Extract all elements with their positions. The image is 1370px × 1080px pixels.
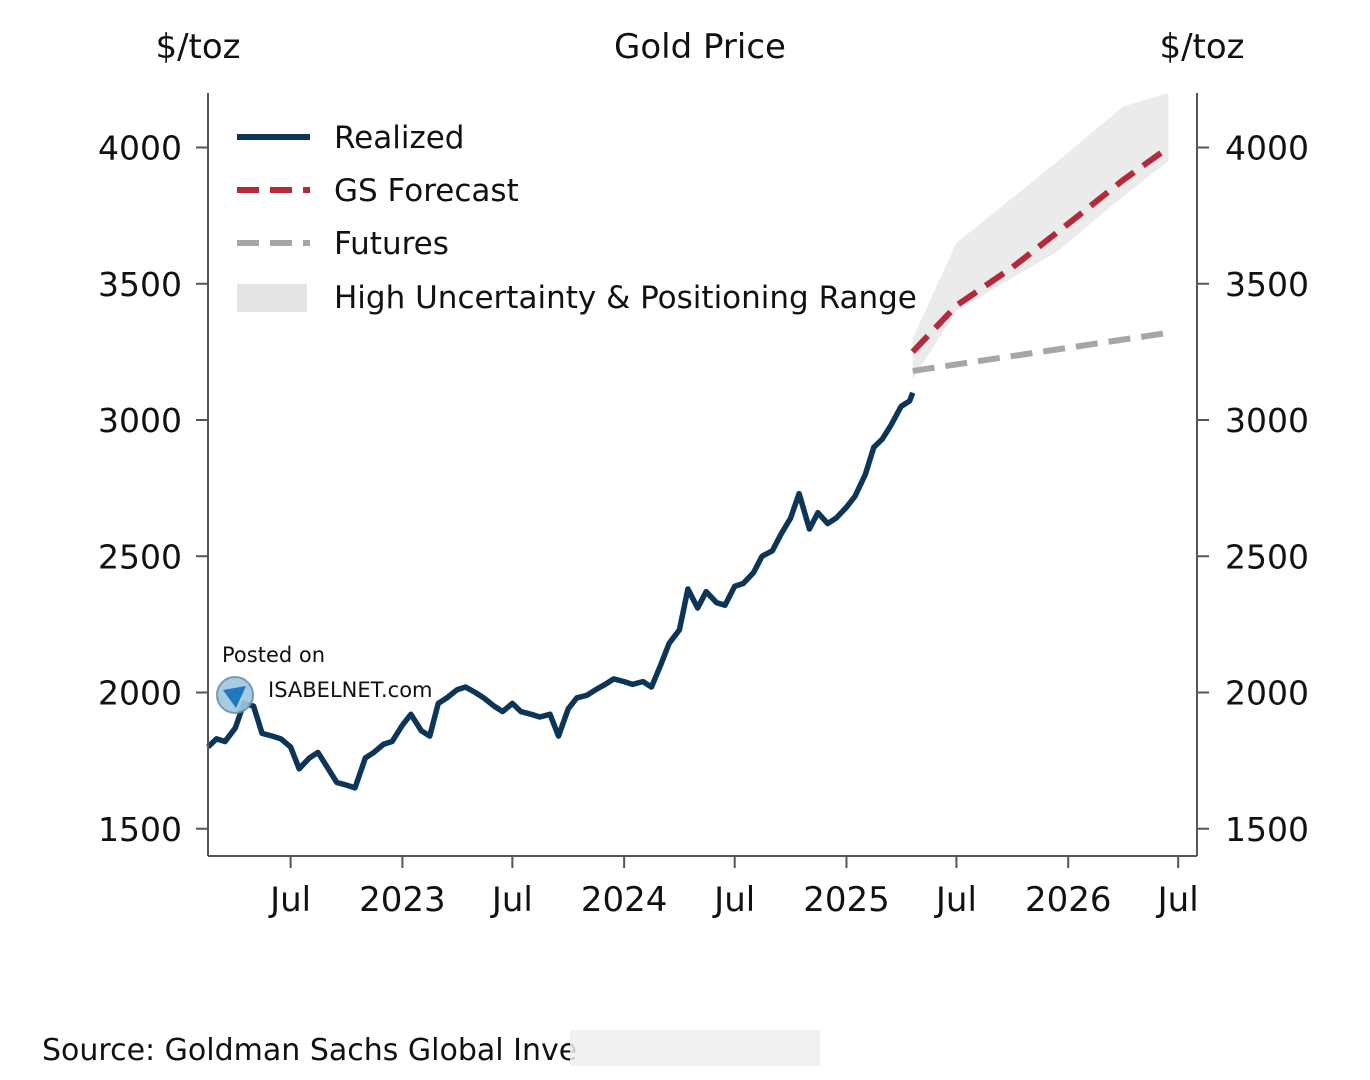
legend-label-realized: Realized [334, 120, 464, 156]
x-tick-label: 2026 [1025, 880, 1112, 920]
x-tick-label: Jul [712, 880, 755, 920]
y-tick-label-left: 3500 [98, 265, 182, 304]
y-tick-label-right: 2500 [1225, 537, 1309, 576]
watermark-posted-on: Posted on [222, 643, 325, 667]
x-tick-label: 2024 [581, 880, 668, 920]
globe-logo-arrow-icon [223, 686, 246, 708]
y-tick-label-left: 3000 [98, 401, 182, 440]
uncertainty-band-layer [912, 93, 1169, 380]
axis-ticks-layer: 1500 1500 2000 2000 2500 2500 3000 3000 3500 3500… [98, 129, 1309, 921]
x-tick-label: Jul [934, 880, 977, 920]
x-tick-label: Jul [490, 880, 533, 920]
y-tick-label-right: 4000 [1225, 129, 1309, 168]
series-lines-layer [206, 145, 1171, 791]
realized-line [206, 391, 916, 791]
isabelnet-watermark: Posted on ISABELNET.com [216, 643, 433, 714]
y-tick-label-right: 3500 [1225, 265, 1309, 304]
legend-label-futures: Futures [334, 226, 449, 262]
y-tick-label-right: 1500 [1225, 810, 1309, 849]
futures-line [912, 329, 1169, 374]
y-tick-label-right: 3000 [1225, 401, 1309, 440]
x-tick-label: 2023 [359, 880, 446, 920]
y-tick-label-left: 2000 [98, 674, 182, 713]
x-tick-label: Jul [1156, 880, 1199, 920]
y-tick-label-right: 2000 [1225, 674, 1309, 713]
legend: Realized GS Forecast Futures High Uncert… [237, 120, 917, 316]
x-tick-label: Jul [268, 880, 311, 920]
source-note: Source: Goldman Sachs Global Inve [42, 1033, 577, 1068]
y-axis-label-left: $/toz [155, 27, 240, 67]
uncertainty-band [912, 93, 1169, 380]
chart-title: Gold Price [614, 27, 786, 67]
watermark-site: ISABELNET.com [268, 678, 433, 702]
gs-forecast-line [910, 145, 1171, 354]
y-tick-label-left: 4000 [98, 129, 182, 168]
legend-label-gs-forecast: GS Forecast [334, 173, 519, 209]
y-axis-label-right: $/toz [1159, 27, 1244, 67]
y-tick-label-left: 2500 [98, 537, 182, 576]
legend-swatch-uncertainty-range [237, 284, 307, 312]
legend-label-uncertainty-range: High Uncertainty & Positioning Range [334, 280, 917, 316]
y-tick-label-left: 1500 [98, 810, 182, 849]
source-redaction [570, 1030, 820, 1066]
x-tick-label: 2025 [803, 880, 890, 920]
